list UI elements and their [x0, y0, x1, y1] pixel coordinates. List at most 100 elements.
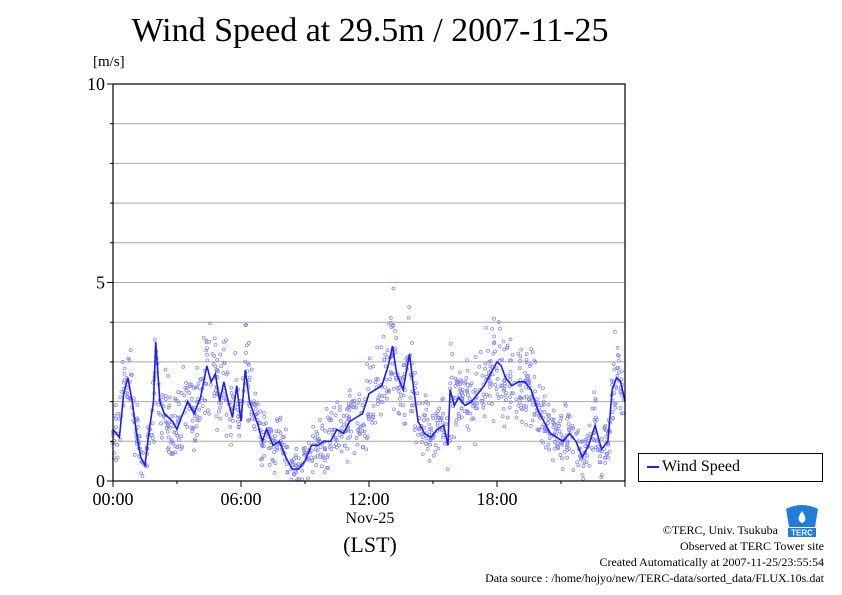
data-point — [126, 356, 131, 361]
data-point — [465, 358, 469, 363]
data-point — [189, 397, 194, 401]
data-point — [341, 414, 346, 418]
data-point — [204, 340, 209, 344]
data-point — [320, 464, 324, 469]
data-point — [465, 368, 470, 373]
data-point — [354, 436, 359, 440]
data-point — [313, 455, 318, 460]
data-point — [453, 396, 458, 400]
data-point — [382, 394, 387, 398]
data-point — [364, 378, 369, 383]
data-point — [346, 428, 351, 433]
data-point — [231, 419, 235, 423]
data-point — [416, 426, 421, 431]
data-point — [122, 366, 127, 371]
data-point — [173, 444, 178, 449]
data-point — [347, 416, 352, 421]
data-point — [463, 380, 468, 384]
gridlines — [113, 123, 625, 442]
data-point — [613, 329, 617, 334]
data-point — [128, 348, 133, 352]
data-point — [329, 418, 334, 422]
data-point — [247, 375, 252, 380]
data-point — [141, 451, 145, 455]
data-point — [565, 455, 569, 460]
data-point — [121, 380, 126, 385]
data-point — [125, 391, 130, 396]
data-point — [462, 409, 467, 414]
data-point — [136, 425, 140, 429]
y-tick-label: 10 — [87, 74, 105, 94]
data-point — [167, 403, 172, 408]
data-point — [402, 413, 407, 417]
data-point — [483, 395, 487, 399]
data-point — [533, 360, 538, 364]
data-point — [522, 395, 527, 400]
data-point — [259, 457, 264, 462]
data-point — [600, 436, 604, 441]
data-point — [592, 438, 596, 443]
data-point — [193, 437, 197, 442]
data-point — [426, 401, 431, 406]
data-point — [592, 406, 597, 411]
data-point — [163, 367, 168, 372]
data-point — [397, 385, 402, 390]
credit-observed: Observed at TERC Tower site — [679, 539, 824, 553]
data-point — [452, 435, 457, 440]
data-point — [195, 418, 199, 423]
data-point — [361, 422, 366, 427]
data-point — [198, 377, 203, 381]
data-point — [311, 424, 316, 429]
data-point — [529, 347, 533, 351]
data-point — [537, 405, 542, 410]
data-point — [379, 412, 383, 417]
data-point — [262, 453, 266, 458]
data-point — [388, 377, 392, 382]
data-point — [501, 388, 506, 393]
data-point — [247, 341, 251, 345]
data-point — [466, 393, 470, 398]
data-point — [546, 421, 550, 425]
data-point — [459, 378, 463, 382]
data-point — [429, 426, 434, 431]
data-point — [195, 365, 200, 370]
data-point — [494, 387, 499, 391]
data-point — [114, 458, 118, 463]
data-point — [567, 426, 571, 431]
data-point — [458, 382, 463, 386]
data-point — [272, 450, 276, 454]
data-point — [402, 421, 406, 426]
data-point — [445, 467, 450, 472]
data-point — [454, 422, 458, 427]
data-point — [357, 392, 362, 397]
data-point — [234, 377, 239, 382]
data-point — [116, 416, 121, 421]
data-point — [546, 442, 551, 447]
data-point — [410, 341, 414, 345]
data-point — [382, 357, 387, 362]
data-point — [483, 361, 488, 366]
data-point — [204, 382, 209, 386]
data-point — [448, 341, 453, 346]
data-point — [394, 377, 399, 382]
data-point — [140, 474, 145, 478]
data-point — [603, 461, 608, 465]
data-point — [375, 345, 380, 350]
data-point — [610, 410, 615, 414]
data-point — [474, 406, 478, 411]
data-point — [291, 472, 296, 476]
data-point — [190, 419, 195, 423]
data-point — [345, 446, 350, 451]
data-point — [135, 416, 139, 421]
data-point — [306, 476, 310, 481]
data-point — [599, 475, 604, 480]
data-point — [440, 428, 444, 432]
data-point — [427, 427, 432, 431]
data-point — [237, 422, 242, 426]
data-point — [616, 370, 621, 375]
data-point — [434, 411, 439, 416]
data-point — [393, 328, 397, 333]
data-point — [358, 432, 362, 437]
data-point — [270, 435, 275, 440]
data-point — [508, 374, 513, 379]
